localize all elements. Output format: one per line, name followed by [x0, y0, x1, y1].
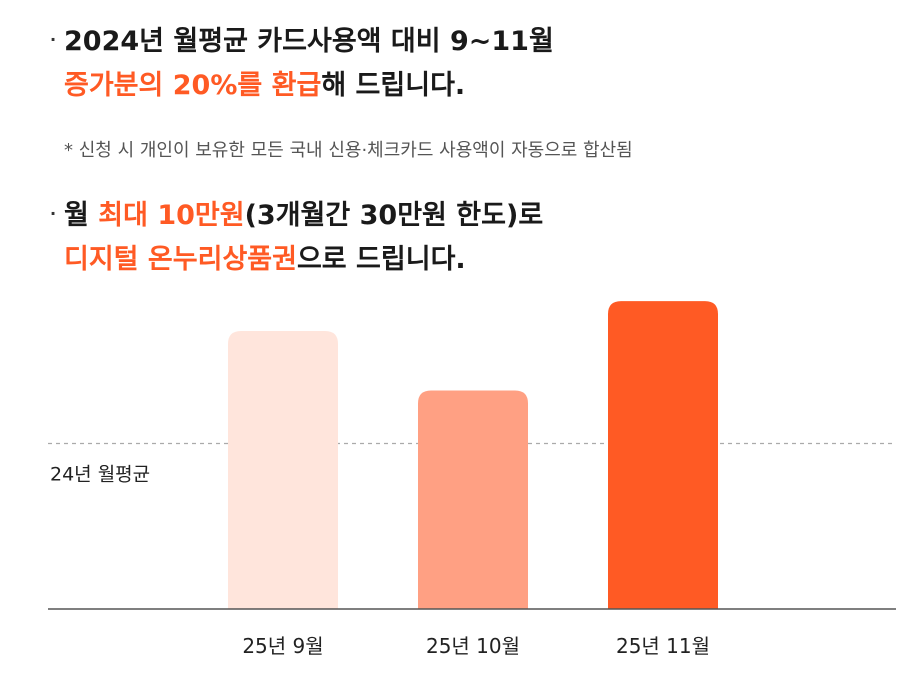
footnote: * 신청 시 개인이 보유한 모든 국내 신용·체크카드 사용액이 자동으로 합…: [64, 140, 633, 161]
bullet2-line2-highlight: 디지털 온누리상품권: [64, 244, 297, 275]
bullet1-rest: 해 드립니다.: [321, 70, 466, 101]
bullet2-rest: (3개월간 30만원 한도)로: [244, 200, 544, 231]
bullet2-line2-rest: 으로 드립니다.: [296, 244, 466, 275]
bullet2-line1: · 월 최대 10만원(3개월간 30만원 한도)로: [50, 192, 543, 238]
bar-2: [418, 390, 528, 609]
bullet-refund-rate: · 2024년 월평균 카드사용액 대비 9~11월 증가분의 20%를 환급해 …: [50, 18, 554, 108]
bar-1: [228, 330, 338, 609]
bullet1-line2: 증가분의 20%를 환급해 드립니다.: [50, 64, 554, 108]
bullet1-text: 2024년 월평균 카드사용액 대비 9~11월: [64, 26, 554, 57]
category-label-3: 25년 11월: [616, 634, 710, 658]
bullet2-prefix: 월: [64, 200, 99, 231]
reference-line-label: 24년 월평균: [50, 464, 150, 486]
category-label-2: 25년 10월: [426, 634, 520, 658]
bullet2-line2: 디지털 온누리상품권으로 드립니다.: [50, 238, 543, 282]
bullet-payment: · 월 최대 10만원(3개월간 30만원 한도)로 디지털 온누리상품권으로 드…: [50, 192, 543, 282]
bullet2-highlight: 최대 10만원: [98, 200, 245, 231]
bar-3: [608, 301, 718, 609]
bullet-dot: ·: [50, 204, 57, 223]
bullet1-line1: · 2024년 월평균 카드사용액 대비 9~11월: [50, 18, 554, 64]
bullet1-highlight: 증가분의 20%를 환급: [64, 70, 322, 101]
bullet-dot: ·: [50, 30, 57, 49]
category-label-1: 25년 9월: [242, 634, 323, 658]
